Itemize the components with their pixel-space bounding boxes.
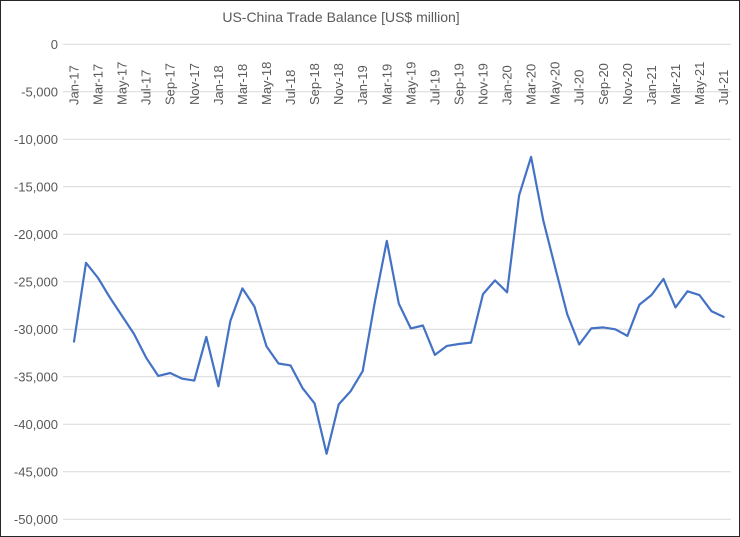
y-axis-label: -45,000: [14, 464, 58, 479]
x-axis-label: Mar-20: [524, 64, 539, 105]
x-axis-label: May-17: [115, 62, 130, 105]
x-axis-label: May-18: [259, 62, 274, 105]
y-axis-label: -40,000: [14, 417, 58, 432]
x-axis-label: Jan-21: [644, 65, 659, 105]
x-axis-label: Sep-20: [596, 63, 611, 105]
x-axis-label: Nov-20: [620, 63, 635, 105]
x-axis-label: Jan-20: [500, 65, 515, 105]
x-axis-label: Jan-19: [355, 65, 370, 105]
x-axis-label: Jul-18: [283, 70, 298, 105]
x-axis-label: Mar-18: [235, 64, 250, 105]
x-axis-label: May-20: [548, 62, 563, 105]
y-axis-label: -15,000: [14, 179, 58, 194]
x-axis-label: Nov-19: [476, 63, 491, 105]
chart-title: US-China Trade Balance [US$ million]: [222, 9, 460, 25]
y-axis-label: -5,000: [21, 84, 58, 99]
x-axis-label: Sep-19: [451, 63, 466, 105]
x-axis-label: Mar-19: [379, 64, 394, 105]
y-axis-label: -25,000: [14, 274, 58, 289]
x-axis-label: Jul-19: [427, 70, 442, 105]
x-axis-label: Sep-18: [307, 63, 322, 105]
y-axis-label: -10,000: [14, 132, 58, 147]
x-axis-label: Jan-18: [211, 65, 226, 105]
x-axis-label: Mar-17: [91, 64, 106, 105]
y-axis-label: -20,000: [14, 227, 58, 242]
x-axis-label: Jul-17: [139, 70, 154, 105]
y-axis-label: -30,000: [14, 322, 58, 337]
x-axis-label: May-19: [403, 62, 418, 105]
x-axis-label: Nov-17: [187, 63, 202, 105]
x-axis-label: May-21: [692, 62, 707, 105]
trade-balance-line: [72, 155, 725, 455]
x-axis-label: Sep-17: [163, 63, 178, 105]
x-axis-label: Jan-17: [67, 65, 82, 105]
x-axis-label: Nov-18: [331, 63, 346, 105]
y-axis-label: -35,000: [14, 369, 58, 384]
x-axis-label: Jul-21: [716, 70, 731, 105]
y-axis-label: 0: [51, 37, 58, 52]
x-axis-label: Jul-20: [572, 70, 587, 105]
y-axis-label: -50,000: [14, 512, 58, 527]
x-axis-label: Mar-21: [668, 64, 683, 105]
